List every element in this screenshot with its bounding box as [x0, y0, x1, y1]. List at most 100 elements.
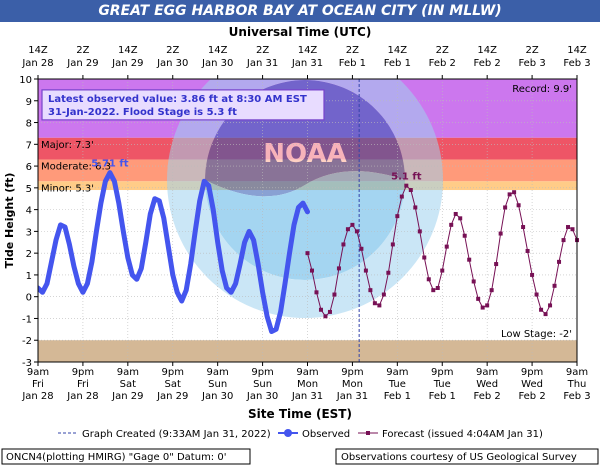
bottom-tick-label-time: 9pm — [431, 367, 453, 378]
legend-observed-marker — [284, 429, 292, 437]
top-tick-label-time: 2Z — [436, 45, 449, 56]
bottom-tick-label-date: Feb 2 — [518, 391, 545, 402]
forecast-point — [332, 292, 337, 297]
footer-left-text: ONCN4(plotting HMIRG) "Gage 0" Datum: 0' — [6, 452, 226, 463]
forecast-point — [431, 288, 436, 293]
bottom-tick-label-day: Mon — [342, 379, 363, 390]
bottom-tick-label-time: 9pm — [341, 367, 363, 378]
forecast-point — [341, 242, 346, 247]
forecast-point — [561, 238, 566, 243]
forecast-point — [413, 205, 418, 210]
top-tick-label-time: 14Z — [208, 45, 228, 56]
band-label-low-stage: Low Stage: -2' — [501, 329, 572, 340]
forecast-point — [408, 188, 413, 193]
y-tick-label: -3 — [22, 358, 32, 369]
top-tick-label-date: Feb 3 — [563, 58, 590, 69]
bottom-tick-label-day: Sat — [165, 379, 181, 390]
bottom-tick-label-time: 9pm — [162, 367, 184, 378]
chart-title: GREAT EGG HARBOR BAY AT OCEAN CITY (IN M… — [0, 0, 600, 22]
forecast-point — [548, 303, 553, 308]
forecast-point — [494, 262, 499, 267]
series-line-observed — [38, 170, 310, 334]
forecast-point — [350, 222, 355, 227]
forecast-point — [471, 279, 476, 284]
forecast-point — [386, 270, 391, 275]
top-tick-label-time: 14Z — [567, 45, 587, 56]
footer-right-box — [335, 448, 599, 465]
top-tick-label-date: Feb 1 — [339, 58, 366, 69]
forecast-point — [521, 225, 526, 230]
y-tick-label: 3 — [26, 227, 32, 238]
bottom-tick-label-day: Sat — [120, 379, 136, 390]
forecast-point — [512, 190, 517, 195]
peak-annotation-1: 5.71 ft — [91, 158, 129, 169]
forecast-point — [467, 257, 472, 262]
top-tick-label-date: Feb 1 — [384, 58, 411, 69]
bottom-tick-label-time: 9am — [207, 367, 229, 378]
bottom-tick-label-date: Jan 30 — [246, 391, 278, 402]
band-label-minor: Minor: 5.3' — [41, 183, 94, 194]
bottom-tick-label-date: Feb 2 — [474, 391, 501, 402]
top-tick-label-time: 14Z — [298, 45, 318, 56]
band-label-moderate: Moderate: 6.3' — [41, 162, 114, 173]
stage-band-low-stage — [38, 340, 577, 362]
top-tick-label-time: 2Z — [256, 45, 269, 56]
y-tick-label: 1 — [26, 271, 32, 282]
forecast-point — [354, 229, 359, 234]
bottom-tick-label-day: Sun — [208, 379, 227, 390]
forecast-point — [525, 248, 530, 253]
forecast-point — [314, 290, 319, 295]
top-tick-label-date: Feb 2 — [474, 58, 501, 69]
bottom-tick-label-time: 9pm — [72, 367, 94, 378]
forecast-point — [453, 211, 458, 216]
y-tick-label: 0 — [26, 293, 32, 304]
forecast-point — [363, 268, 368, 273]
bottom-tick-label-day: Tue — [433, 379, 451, 390]
bottom-tick-label-date: Feb 1 — [384, 391, 411, 402]
y-tick-label: 10 — [19, 75, 32, 86]
forecast-point — [422, 255, 427, 260]
forecast-point — [503, 205, 508, 210]
bottom-tick-label-time: 9am — [117, 367, 139, 378]
top-tick-label-time: 2Z — [76, 45, 89, 56]
info-box-line1: Latest observed value: 3.86 ft at 8:30 A… — [48, 94, 307, 105]
y-tick-label: 5 — [26, 184, 32, 195]
forecast-point — [395, 214, 400, 219]
forecast-point — [404, 183, 409, 188]
bottom-tick-label-day: Fri — [32, 379, 44, 390]
bottom-tick-label-day: Mon — [297, 379, 318, 390]
bottom-tick-label-day: Tue — [388, 379, 406, 390]
forecast-point — [399, 194, 404, 199]
forecast-point — [507, 192, 512, 197]
forecast-point — [444, 244, 449, 249]
forecast-point — [327, 309, 332, 314]
top-tick-label-date: Jan 31 — [291, 58, 323, 69]
bottom-tick-label-day: Wed — [476, 379, 498, 390]
forecast-point — [530, 272, 535, 277]
bottom-tick-label-date: Jan 28 — [66, 391, 98, 402]
forecast-point — [309, 268, 314, 273]
y-tick-label: -2 — [22, 336, 32, 347]
bottom-tick-label-date: Jan 28 — [21, 391, 53, 402]
forecast-point — [426, 277, 431, 282]
forecast-point — [449, 222, 454, 227]
forecast-point — [345, 227, 350, 232]
top-tick-label-time: 14Z — [118, 45, 138, 56]
bottom-tick-label-time: 9pm — [521, 367, 543, 378]
bottom-tick-label-time: 9am — [27, 367, 49, 378]
info-box — [41, 89, 325, 121]
top-tick-label-time: 14Z — [28, 45, 48, 56]
forecast-point — [462, 233, 467, 238]
y-axis-label: Tide Height (ft) — [3, 173, 16, 269]
bottom-tick-label-date: Jan 30 — [201, 391, 233, 402]
bottom-tick-label-day: Thu — [567, 379, 587, 390]
bottom-tick-label-day: Fri — [77, 379, 89, 390]
top-tick-label-date: Jan 30 — [156, 58, 188, 69]
peak-annotation-2: 5.1 ft — [391, 172, 422, 183]
forecast-point — [539, 307, 544, 312]
y-tick-label: 9 — [26, 97, 32, 108]
top-tick-label-time: 2Z — [525, 45, 538, 56]
legend-graph-created-label: Graph Created (9:33AM Jan 31, 2022) — [82, 429, 271, 440]
